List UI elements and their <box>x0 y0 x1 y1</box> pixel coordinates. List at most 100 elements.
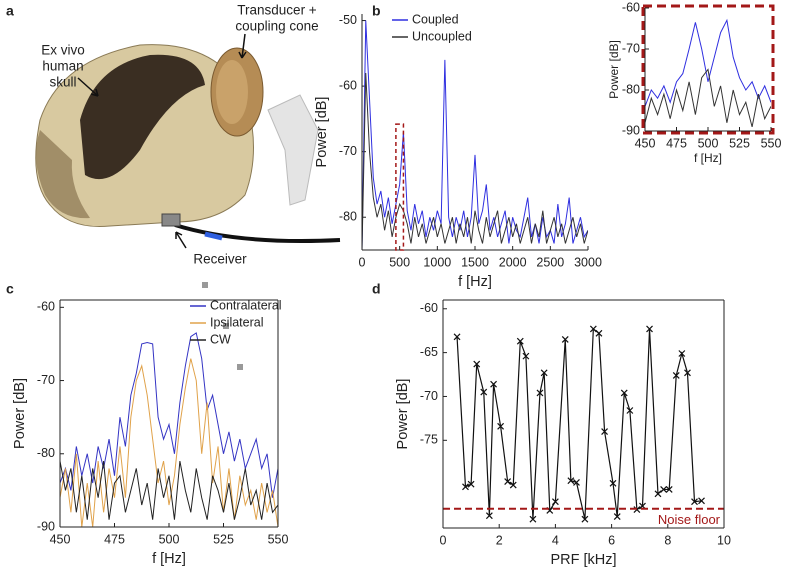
x-tick-label: 10 <box>717 533 731 547</box>
marker <box>522 352 530 360</box>
x-tick-label: 475 <box>104 532 125 546</box>
x-tick-label: 0 <box>440 533 447 547</box>
marker <box>646 325 653 333</box>
marker <box>473 360 481 368</box>
panel-label: b <box>372 3 381 19</box>
plot-area <box>60 332 278 527</box>
marker <box>691 498 698 506</box>
marker <box>485 512 493 520</box>
marker <box>462 483 469 491</box>
x-axis-title: PRF [kHz] <box>550 552 616 568</box>
y-axis-title: Power [dB] <box>607 40 621 99</box>
panel-label: d <box>372 281 381 297</box>
y-tick-label: -80 <box>622 82 640 96</box>
series-line <box>60 358 278 527</box>
x-tick-label: 500 <box>159 532 180 546</box>
annotation: Receiver <box>193 252 247 267</box>
cable-sleeve <box>204 231 223 241</box>
series-line <box>362 72 588 250</box>
marker <box>698 497 705 505</box>
cable <box>174 223 341 243</box>
marker <box>626 407 634 414</box>
marker <box>561 336 569 343</box>
marker <box>551 498 559 506</box>
x-axis-title: f [Hz] <box>694 151 722 165</box>
marker <box>678 350 686 357</box>
marker <box>480 388 488 396</box>
plot-area <box>645 18 771 128</box>
marker <box>609 479 617 487</box>
marker <box>536 389 544 397</box>
marker <box>684 369 691 377</box>
photo: a Ex vivo human skull Transducer + coupl… <box>6 3 341 267</box>
legend-label: Uncoupled <box>412 29 472 43</box>
marker <box>595 329 603 337</box>
marker <box>529 515 537 523</box>
marker <box>672 371 680 379</box>
marker <box>581 515 589 523</box>
panel-label: c <box>6 281 14 297</box>
annotation: coupling cone <box>235 19 318 34</box>
x-tick-label: 525 <box>729 136 750 150</box>
artifact <box>202 282 208 288</box>
annotation: human <box>42 59 83 74</box>
x-tick-label: 500 <box>389 255 410 269</box>
annotation: skull <box>49 75 76 90</box>
face <box>36 130 90 219</box>
legend-label: Coupled <box>412 12 459 26</box>
marker <box>660 485 668 493</box>
y-tick-label: -50 <box>339 13 357 27</box>
series-line <box>60 332 278 498</box>
series-line <box>60 461 278 520</box>
y-tick-label: -90 <box>622 123 640 137</box>
y-tick-label: -70 <box>37 373 55 387</box>
x-tick-label: 2000 <box>499 255 527 269</box>
arrow <box>238 33 247 59</box>
x-tick-label: 1000 <box>423 255 451 269</box>
x-tick-label: 500 <box>698 136 719 150</box>
y-tick-label: -90 <box>37 519 55 533</box>
marker <box>620 389 628 397</box>
marker <box>453 333 461 341</box>
x-tick-label: 3000 <box>574 255 602 269</box>
y-axis-title: Power [dB] <box>314 97 330 168</box>
y-tick-label: -80 <box>37 446 55 460</box>
artifact <box>237 364 243 370</box>
x-tick-label: 1500 <box>461 255 489 269</box>
x-tick-label: 525 <box>213 532 234 546</box>
y-axis-title: Power [dB] <box>395 379 411 450</box>
x-tick-label: 0 <box>359 255 366 269</box>
y-tick-label: -70 <box>339 144 357 158</box>
x-tick-label: 2 <box>496 533 503 547</box>
y-tick-label: -60 <box>37 300 55 314</box>
x-tick-label: 6 <box>608 533 615 547</box>
receiver <box>161 213 181 227</box>
legend-label: Contralateral <box>210 298 282 312</box>
marker <box>516 337 524 345</box>
cone <box>216 60 248 124</box>
marker <box>601 428 608 435</box>
legend-label: Ipsilateral <box>210 315 264 329</box>
y-tick-label: -60 <box>339 78 357 92</box>
panel-label: a <box>6 3 14 19</box>
y-tick-label: -75 <box>420 433 438 447</box>
marker <box>467 480 475 488</box>
x-axis-title: f [Hz] <box>458 274 492 290</box>
x-tick-label: 4 <box>552 533 559 547</box>
y-tick-label: -65 <box>420 345 438 359</box>
x-axis-title: f [Hz] <box>152 551 186 567</box>
legend-label: CW <box>210 332 231 346</box>
series-line <box>645 68 771 128</box>
x-tick-label: 550 <box>761 136 782 150</box>
y-axis-title: Power [dB] <box>12 378 28 449</box>
artifact <box>223 323 229 329</box>
x-tick-label: 450 <box>50 532 71 546</box>
marker <box>540 369 548 377</box>
plot-area <box>362 20 588 250</box>
annotation: Ex vivo <box>41 43 85 58</box>
x-tick-label: 550 <box>268 532 289 546</box>
x-tick-label: 2500 <box>536 255 564 269</box>
marker <box>497 422 505 430</box>
y-tick-label: -60 <box>622 0 640 14</box>
